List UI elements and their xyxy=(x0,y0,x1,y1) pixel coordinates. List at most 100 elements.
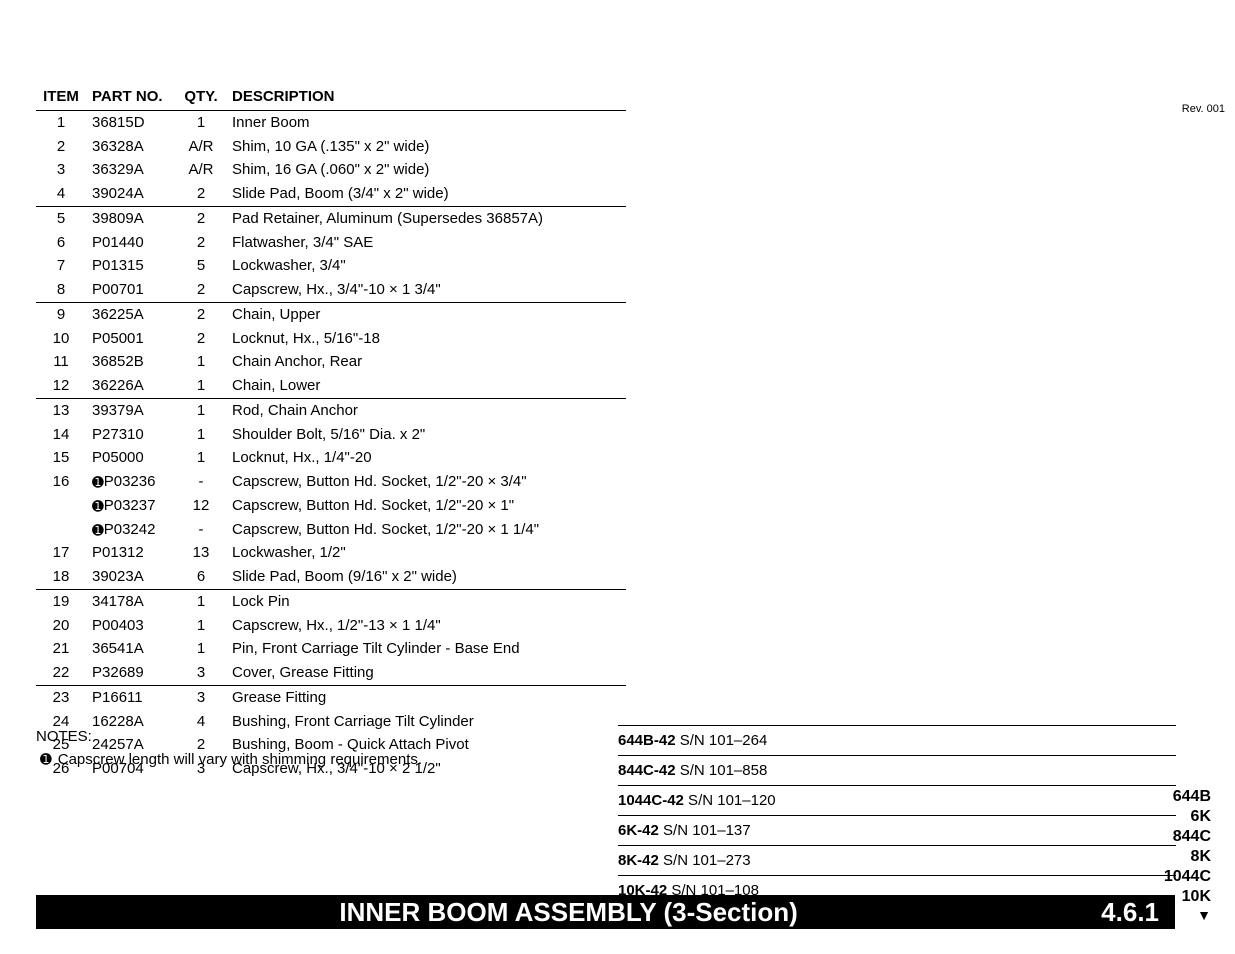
serial-range: S/N 101–120 xyxy=(684,792,776,809)
serial-range: S/N 101–858 xyxy=(676,762,768,779)
cell-qty: 1 xyxy=(176,614,226,638)
col-item: ITEM xyxy=(36,85,86,110)
serial-line: 644B-42 S/N 101–264 xyxy=(618,725,1176,755)
cell-desc: Pin, Front Carriage Tilt Cylinder - Base… xyxy=(226,637,626,661)
col-qty: QTY. xyxy=(176,85,226,110)
cell-item: 18 xyxy=(36,565,86,589)
cell-desc: Capscrew, Hx., 1/2"-13 × 1 1/4" xyxy=(226,614,626,638)
serial-model: 1044C-42 xyxy=(618,792,684,809)
cell-desc: Cover, Grease Fitting xyxy=(226,661,626,685)
cell-qty: 2 xyxy=(176,278,226,302)
table-row: ➊P03242-Capscrew, Button Hd. Socket, 1/2… xyxy=(36,518,626,542)
cell-partno: 39023A xyxy=(86,565,176,589)
serial-model: 8K-42 xyxy=(618,852,659,869)
table-row: 539809A2Pad Retainer, Aluminum (Supersed… xyxy=(36,206,626,230)
note-ref-icon: ➊ xyxy=(92,498,104,514)
cell-partno: P00701 xyxy=(86,278,176,302)
table-row: 1236226A1Chain, Lower xyxy=(36,374,626,398)
cell-partno: 34178A xyxy=(86,589,176,613)
page: Rev. 001 ITEM PART NO. QTY. DESCRIPTION … xyxy=(0,0,1235,954)
footer-title: INNER BOOM ASSEMBLY (3-Section) xyxy=(36,897,1101,928)
serial-line: 844C-42 S/N 101–858 xyxy=(618,755,1176,785)
cell-qty: A/R xyxy=(176,158,226,182)
table-row: 439024A2Slide Pad, Boom (3/4" x 2" wide) xyxy=(36,182,626,206)
cell-partno: P32689 xyxy=(86,661,176,685)
serial-line: 1044C-42 S/N 101–120 xyxy=(618,785,1176,815)
cell-desc: Shim, 10 GA (.135" x 2" wide) xyxy=(226,135,626,159)
cell-item: 12 xyxy=(36,374,86,398)
cell-qty: 2 xyxy=(176,206,226,230)
footer-bar: INNER BOOM ASSEMBLY (3-Section) 4.6.1 xyxy=(36,895,1175,929)
index-model: 844C xyxy=(1164,827,1211,847)
cell-partno: 39024A xyxy=(86,182,176,206)
cell-qty: 3 xyxy=(176,685,226,709)
cell-desc: Chain Anchor, Rear xyxy=(226,350,626,374)
cell-desc: Shim, 16 GA (.060" x 2" wide) xyxy=(226,158,626,182)
cell-item: 6 xyxy=(36,231,86,255)
cell-qty: - xyxy=(176,470,226,494)
cell-qty: 2 xyxy=(176,182,226,206)
cell-partno: P16611 xyxy=(86,685,176,709)
serial-line: 8K-42 S/N 101–273 xyxy=(618,845,1176,875)
cell-desc: Flatwasher, 3/4" SAE xyxy=(226,231,626,255)
cell-qty: 12 xyxy=(176,494,226,518)
cell-partno: ➊P03237 xyxy=(86,494,176,518)
cell-desc: Capscrew, Button Hd. Socket, 1/2"-20 × 1… xyxy=(226,494,626,518)
cell-desc: Inner Boom xyxy=(226,110,626,134)
col-partno: PART NO. xyxy=(86,85,176,110)
cell-desc: Locknut, Hx., 1/4"-20 xyxy=(226,446,626,470)
table-row: 20P004031Capscrew, Hx., 1/2"-13 × 1 1/4" xyxy=(36,614,626,638)
cell-partno: 36541A xyxy=(86,637,176,661)
cell-item: 16 xyxy=(36,470,86,494)
table-row: 2136541A1Pin, Front Carriage Tilt Cylind… xyxy=(36,637,626,661)
cell-desc: Lockwasher, 1/2" xyxy=(226,541,626,565)
index-model: 6K xyxy=(1164,807,1211,827)
serial-list: 644B-42 S/N 101–264844C-42 S/N 101–85810… xyxy=(618,725,1176,905)
cell-partno: P05000 xyxy=(86,446,176,470)
cell-desc: Chain, Upper xyxy=(226,302,626,326)
table-row: 8P007012Capscrew, Hx., 3/4"-10 × 1 3/4" xyxy=(36,278,626,302)
cell-qty: 3 xyxy=(176,661,226,685)
cell-desc: Slide Pad, Boom (9/16" x 2" wide) xyxy=(226,565,626,589)
cell-item: 22 xyxy=(36,661,86,685)
table-row: 15P050001Locknut, Hx., 1/4"-20 xyxy=(36,446,626,470)
cell-partno: 36329A xyxy=(86,158,176,182)
cell-qty: 1 xyxy=(176,398,226,422)
note-bullet-icon: ➊ xyxy=(40,751,52,767)
table-row: 6P014402Flatwasher, 3/4" SAE xyxy=(36,231,626,255)
cell-item: 17 xyxy=(36,541,86,565)
cell-partno: 36328A xyxy=(86,135,176,159)
index-model: 8K xyxy=(1164,847,1211,867)
serial-model: 844C-42 xyxy=(618,762,676,779)
cell-item: 14 xyxy=(36,423,86,447)
cell-desc: Lockwasher, 3/4" xyxy=(226,254,626,278)
table-row: 336329AA/RShim, 16 GA (.060" x 2" wide) xyxy=(36,158,626,182)
cell-qty: 1 xyxy=(176,110,226,134)
cell-partno: P27310 xyxy=(86,423,176,447)
cell-qty: 2 xyxy=(176,327,226,351)
cell-item: 8 xyxy=(36,278,86,302)
cell-item: 9 xyxy=(36,302,86,326)
cell-partno: P00403 xyxy=(86,614,176,638)
cell-qty: 1 xyxy=(176,350,226,374)
serial-model: 644B-42 xyxy=(618,732,676,749)
table-row: 23P166113Grease Fitting xyxy=(36,685,626,709)
table-row: 10P050012Locknut, Hx., 5/16"-18 xyxy=(36,327,626,351)
cell-item: 10 xyxy=(36,327,86,351)
cell-desc: Rod, Chain Anchor xyxy=(226,398,626,422)
serial-line: 6K-42 S/N 101–137 xyxy=(618,815,1176,845)
cell-qty: 13 xyxy=(176,541,226,565)
cell-qty: 2 xyxy=(176,302,226,326)
table-row: 16➊P03236-Capscrew, Button Hd. Socket, 1… xyxy=(36,470,626,494)
note-text: Capscrew length will vary with shimming … xyxy=(58,751,422,768)
cell-desc: Lock Pin xyxy=(226,589,626,613)
cell-qty: - xyxy=(176,518,226,542)
note-ref-icon: ➊ xyxy=(92,474,104,490)
revision-label: Rev. 001 xyxy=(1182,103,1225,115)
table-row: 1136852B1Chain Anchor, Rear xyxy=(36,350,626,374)
cell-partno: 36225A xyxy=(86,302,176,326)
col-desc: DESCRIPTION xyxy=(226,85,626,110)
cell-qty: 6 xyxy=(176,565,226,589)
cell-partno: 39809A xyxy=(86,206,176,230)
cell-desc: Capscrew, Button Hd. Socket, 1/2"-20 × 1… xyxy=(226,518,626,542)
